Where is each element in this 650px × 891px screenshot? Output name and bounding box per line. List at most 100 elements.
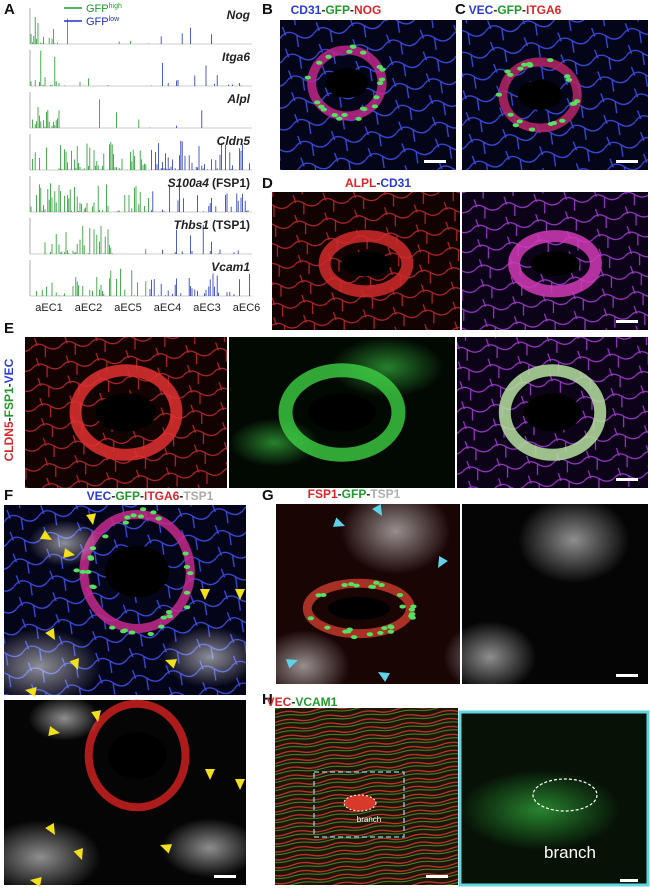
micrograph: [457, 337, 648, 488]
nucleus: [341, 112, 348, 117]
micrograph: [443, 496, 648, 693]
nucleus: [166, 614, 173, 619]
arrowhead: [200, 589, 210, 600]
nucleus: [320, 107, 328, 112]
title-part: GFP: [342, 487, 367, 501]
gene-label: Itga6: [222, 50, 250, 64]
title-part: -: [140, 489, 144, 503]
signal-glow: [330, 337, 444, 398]
branch-outline: [343, 794, 377, 812]
gene-label: Alpl: [226, 92, 250, 106]
micrograph: [257, 487, 460, 702]
title-part: GFP: [497, 3, 522, 17]
nucleus: [315, 593, 322, 598]
title-part: -: [2, 383, 16, 387]
micrograph: [229, 337, 455, 488]
title-part: ALPL: [345, 176, 376, 190]
nucleus: [325, 54, 332, 59]
branch-outline: [532, 778, 598, 812]
vessel-wall: [318, 230, 414, 298]
nucleus: [147, 631, 154, 636]
vessel-lumen: [327, 597, 390, 620]
nucleus: [346, 49, 353, 54]
signal-glow: [517, 496, 630, 584]
scale-bar: [616, 674, 638, 677]
nucleus: [73, 568, 80, 573]
title-part: NOG: [354, 3, 381, 17]
title-part: -: [291, 695, 295, 709]
micrograph: [0, 696, 259, 891]
arrowhead: [235, 589, 245, 600]
nucleus: [526, 63, 534, 68]
title-part: VEC: [87, 489, 112, 503]
annotation: branch: [544, 843, 596, 862]
nucleus: [150, 510, 157, 515]
vessel-wall: [69, 364, 183, 461]
cluster-label: aEC3: [193, 302, 221, 314]
scale-bar: [426, 875, 448, 878]
arrowhead: [205, 769, 215, 780]
nucleus: [124, 515, 131, 520]
nucleus: [376, 81, 384, 86]
legend-sup: high: [109, 3, 122, 10]
nucleus: [410, 604, 417, 609]
nucleus: [331, 113, 338, 118]
vessel-wall: [498, 364, 607, 461]
title-part: -: [522, 3, 526, 17]
signal-glow: [161, 818, 259, 878]
nucleus: [304, 75, 312, 80]
signal-glow: [460, 770, 620, 850]
arrowhead: [63, 548, 75, 559]
nucleus: [564, 74, 571, 79]
vessel-lumen: [325, 68, 368, 98]
nucleus: [547, 122, 555, 127]
nucleus: [547, 58, 554, 63]
vessel-lumen: [108, 732, 167, 779]
nucleus: [368, 584, 375, 589]
arrowhead: [165, 659, 178, 669]
title-part: CD31: [380, 176, 411, 190]
nucleus: [387, 624, 394, 629]
vessel-lumen: [95, 393, 157, 432]
arrowhead: [235, 779, 245, 790]
annotation: branch: [357, 815, 381, 824]
panel-title: VEC-GFP-ITGA6: [469, 3, 562, 17]
panel-title: VEC-GFP-ITGA6-TSP1: [87, 489, 214, 503]
arrowhead: [285, 659, 298, 669]
arrowhead: [86, 513, 97, 525]
nucleus: [336, 116, 343, 121]
vessel-lumen: [308, 393, 376, 432]
nucleus: [130, 513, 137, 518]
nucleus: [122, 520, 129, 525]
gene-label: Vcam1: [211, 260, 250, 274]
nucleus: [516, 119, 523, 124]
signal-glow: [0, 820, 101, 891]
nucleus: [495, 92, 503, 97]
title-part: -: [338, 487, 342, 501]
panel-title: ALPL-CD31: [345, 176, 411, 190]
panel-title: CD31-GFP-NOG: [291, 3, 382, 17]
cluster-label: aEC5: [114, 302, 142, 314]
arrowhead: [39, 530, 52, 540]
scale-bar: [214, 875, 236, 878]
nucleus: [139, 507, 147, 512]
nucleus: [183, 605, 191, 610]
nucleus: [128, 630, 136, 635]
nucleus: [528, 127, 536, 132]
nucleus: [504, 69, 511, 74]
nucleus: [378, 583, 385, 588]
title-part: GFP: [325, 3, 350, 17]
micrograph: [272, 192, 460, 330]
vessel-lumen: [517, 80, 563, 110]
title-part: -: [493, 3, 497, 17]
legend-label: GFPlow: [86, 16, 120, 28]
nucleus: [559, 118, 566, 123]
arrowhead: [45, 822, 55, 835]
nucleus: [348, 582, 355, 587]
arrowhead: [69, 657, 79, 670]
vessel-wall: [84, 699, 190, 812]
nucleus: [409, 615, 416, 620]
panel-letter: F: [4, 487, 13, 504]
nucleus: [187, 571, 194, 576]
signal-glow: [0, 628, 101, 705]
